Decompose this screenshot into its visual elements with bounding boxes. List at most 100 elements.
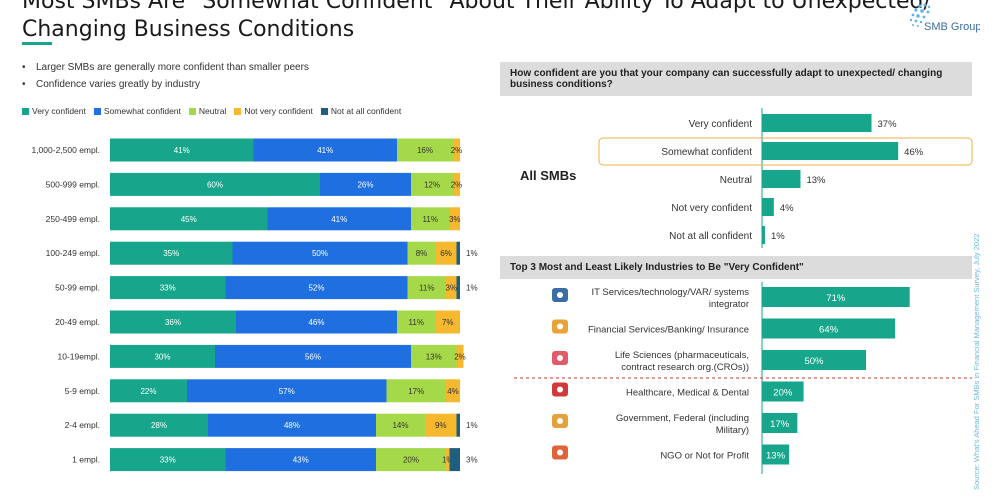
icon-mark [557, 418, 563, 424]
bar-segment [253, 138, 397, 162]
category-label: 5-9 empl. [65, 386, 100, 396]
nonprofit-icon [552, 445, 568, 460]
category-label: Healthcare, Medical & Dental [626, 388, 749, 399]
bar-segment [456, 241, 460, 265]
category-label: Somewhat confident [661, 147, 752, 158]
legend-swatch [93, 107, 101, 115]
source-note: Source: What's Ahead For SMBs in Financi… [972, 233, 981, 490]
value-label: 20% [403, 456, 419, 465]
icon-mark [557, 292, 563, 298]
bar-segment [435, 241, 457, 265]
chart-legend: Very confident Somewhat confident Neutral N… [22, 106, 401, 116]
value-label: 2% [454, 352, 466, 361]
bar-segment [397, 310, 436, 334]
legend-item: Not at all confident [320, 106, 401, 116]
healthcare-icon [552, 382, 568, 397]
company-size-stacked-bar-chart: 1,000-2,500 empl. 41% 41% 16% 2% 500-999 empl… [31, 138, 478, 472]
bullet-item: Confidence varies greatly by industry [22, 79, 309, 90]
bar-segment [397, 138, 453, 162]
legend-swatch [22, 107, 29, 115]
category-label: 10-19empl. [57, 351, 100, 361]
bar [762, 142, 899, 160]
value-label: 14% [392, 421, 408, 430]
value-label: 1% [442, 456, 454, 465]
value-label: 64% [819, 325, 839, 336]
value-label: 16% [417, 146, 433, 155]
value-label: 26% [357, 180, 373, 189]
bullet-list: Larger SMBs are generally more confident… [22, 62, 309, 96]
legend-swatch [320, 107, 328, 115]
icon-mark [557, 449, 563, 456]
logo-text: SMB Group [924, 21, 980, 33]
value-label: 41% [174, 146, 190, 155]
legend-swatch [234, 107, 242, 115]
bar-segment [376, 413, 425, 437]
all-smbs-label: All SMBs [520, 168, 577, 183]
value-label: 35% [163, 249, 179, 258]
bar-segment [456, 344, 464, 368]
category-label: 20-49 empl. [55, 317, 100, 327]
category-label: Neutral [720, 175, 752, 186]
value-label: 13% [426, 352, 442, 361]
value-label: 17% [770, 419, 790, 430]
value-label: 41% [331, 215, 347, 224]
category-label: IT Services/technology/VAR/ systems integ… [591, 287, 749, 310]
bar-segment [411, 172, 453, 196]
life-sciences-icon [552, 351, 568, 365]
value-label: 33% [160, 456, 176, 465]
value-label: 9% [435, 421, 447, 430]
legend-item: Not very confident [234, 106, 313, 116]
value-label: 11% [423, 215, 438, 224]
value-label: 3% [449, 215, 461, 224]
title-line-2: Changing Business Conditions [22, 17, 355, 42]
category-label: 1 empl. [72, 455, 100, 465]
bar-segment [232, 241, 408, 265]
value-label: 4% [447, 387, 459, 396]
bar-segment [456, 413, 460, 437]
bar [762, 350, 866, 370]
bar-segment [110, 310, 236, 334]
value-label: 1% [466, 249, 478, 258]
value-label: 17% [408, 387, 424, 396]
value-label: 11% [409, 318, 424, 327]
legend-label: Neutral [198, 106, 227, 116]
bar-segment [110, 379, 187, 403]
value-label: 45% [181, 215, 197, 224]
finance-icon [552, 319, 568, 334]
industries-heading: Top 3 Most and Least Likely Industries t… [500, 256, 972, 279]
bar-segment [110, 448, 226, 472]
legend-label: Not very confident [244, 106, 313, 116]
title-line-1: Most SMBs Are "Somewhat Confident" About… [22, 0, 931, 14]
all-smbs-bar-chart: Very confident 37% Somewhat confident 46% Ne… [598, 108, 973, 248]
value-label: 57% [279, 387, 295, 396]
category-label: NGO or Not for Profit [660, 451, 749, 462]
value-label: 28% [151, 421, 167, 430]
highlight-box [598, 137, 973, 166]
value-label: 13% [766, 451, 786, 462]
value-label: 33% [160, 284, 176, 293]
bar [762, 318, 896, 339]
bar-segment [456, 276, 460, 300]
value-label: 8% [416, 249, 428, 258]
value-label: 37% [878, 119, 898, 130]
bar-segment [449, 207, 460, 231]
category-label: Not very confident [671, 203, 752, 214]
value-label: 11% [419, 284, 434, 293]
bar [762, 114, 872, 132]
category-label: 50-99 empl. [55, 283, 100, 293]
value-label: 22% [140, 387, 156, 396]
bar [762, 413, 798, 433]
value-label: 60% [207, 180, 223, 189]
category-label: Not at all confident [669, 231, 752, 242]
bar [762, 444, 790, 465]
category-label: 1,000-2,500 empl. [31, 145, 100, 155]
smb-group-logo: SMB Group [909, 3, 980, 33]
category-label: 250-499 empl. [46, 214, 100, 224]
value-label: 3% [466, 456, 478, 465]
bar [762, 287, 910, 307]
bar-segment [320, 172, 411, 196]
bar-segment [267, 207, 411, 231]
bar-segment [446, 276, 457, 300]
bar [762, 226, 765, 244]
value-label: 48% [284, 421, 300, 430]
